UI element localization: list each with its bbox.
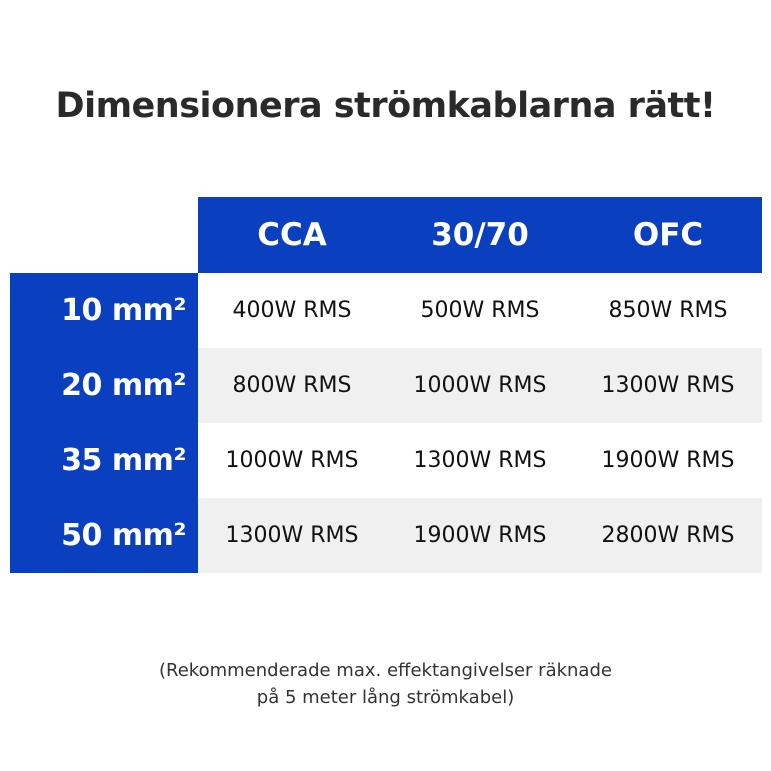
row-header: 35 mm²	[61, 443, 186, 478]
column-header-cca: CCA	[257, 217, 327, 253]
table-row: 1000W RMS 1300W RMS 1900W RMS	[198, 423, 762, 498]
table-cell: 400W RMS	[232, 298, 352, 323]
table-row: 800W RMS 1000W RMS 1300W RMS	[198, 348, 762, 423]
table-cell: 1000W RMS	[413, 373, 547, 398]
table-cell: 850W RMS	[608, 298, 728, 323]
table-cell: 800W RMS	[232, 373, 352, 398]
table-cell: 1300W RMS	[413, 448, 547, 473]
footnote-line-1: (Rekommenderade max. effektangivelser rä…	[159, 660, 612, 681]
table-cell: 1900W RMS	[413, 523, 547, 548]
table-cell: 1900W RMS	[601, 448, 735, 473]
table-cell: 1300W RMS	[601, 373, 735, 398]
row-header: 10 mm²	[61, 293, 186, 328]
footnote: (Rekommenderade max. effektangivelser rä…	[0, 657, 771, 711]
footnote-line-2: på 5 meter lång strömkabel)	[256, 687, 515, 708]
table-cell: 2800W RMS	[601, 523, 735, 548]
column-header-3070: 30/70	[431, 217, 529, 253]
row-header-column: 10 mm² 20 mm² 35 mm² 50 mm²	[10, 273, 198, 573]
table-cell: 1000W RMS	[225, 448, 359, 473]
table-row: 1300W RMS 1900W RMS 2800W RMS	[198, 498, 762, 573]
table-cell: 500W RMS	[420, 298, 540, 323]
table-cell: 1300W RMS	[225, 523, 359, 548]
table-row: 400W RMS 500W RMS 850W RMS	[198, 273, 762, 348]
row-header: 50 mm²	[61, 518, 186, 553]
table-body: 400W RMS 500W RMS 850W RMS 800W RMS 1000…	[198, 273, 762, 573]
column-header-ofc: OFC	[632, 217, 704, 253]
column-header-row: CCA 30/70 OFC	[198, 197, 762, 273]
row-header: 20 mm²	[61, 368, 186, 403]
page-title: Dimensionera strömkablarna rätt!	[55, 86, 716, 126]
